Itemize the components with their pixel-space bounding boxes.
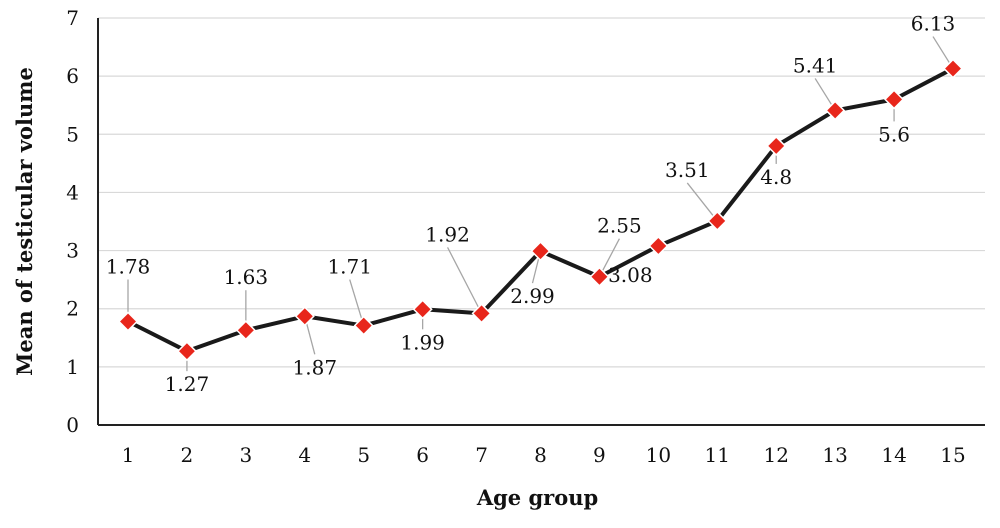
- y-tick-label: 1: [66, 355, 79, 379]
- data-point-marker: [707, 210, 728, 231]
- x-tick-label: 3: [239, 443, 252, 467]
- x-tick-label: 4: [298, 443, 311, 467]
- data-label: 1.27: [165, 372, 210, 396]
- data-point-marker: [648, 235, 669, 256]
- data-point-marker: [884, 89, 905, 110]
- data-label: 4.8: [760, 165, 792, 189]
- y-tick-label: 7: [66, 6, 79, 30]
- data-point-marker: [530, 241, 551, 262]
- gridlines: [98, 17, 985, 368]
- data-point-marker: [766, 135, 787, 156]
- data-label: 3.51: [665, 158, 710, 182]
- data-label: 1.71: [327, 255, 372, 279]
- y-tick-label: 3: [66, 239, 79, 263]
- y-tick-labels: 0 1 2 3 4 5 6 7: [66, 6, 79, 437]
- data-label: 5.6: [878, 122, 910, 146]
- data-point-marker: [117, 311, 139, 332]
- x-tick-label: 12: [763, 443, 788, 467]
- y-axis-title: Mean of testicular volume: [12, 67, 37, 376]
- x-tick-label: 9: [593, 443, 606, 467]
- data-point-marker: [825, 100, 846, 121]
- data-label: 1.92: [425, 222, 470, 246]
- y-tick-label: 2: [66, 297, 79, 321]
- data-label: 3.08: [608, 263, 653, 287]
- data-point-marker: [942, 58, 964, 79]
- data-point-marker: [589, 266, 610, 287]
- data-label: 6.13: [911, 12, 956, 36]
- x-tick-label: 8: [534, 443, 547, 467]
- data-point-marker: [353, 315, 374, 336]
- y-tick-label: 4: [66, 180, 79, 204]
- data-labels: 1.78 1.27 1.63 1.87 1.71 1.99 1.92 2.99 2.55 3.08…: [106, 12, 956, 397]
- data-point-marker: [176, 341, 197, 362]
- x-tick-label: 11: [705, 443, 730, 467]
- data-point-marker: [471, 303, 492, 324]
- x-tick-label: 1: [122, 443, 135, 467]
- x-tick-label: 13: [822, 443, 847, 467]
- y-tick-label: 5: [66, 122, 79, 146]
- data-label-leader: [446, 247, 483, 314]
- data-label: 2.99: [510, 284, 555, 308]
- data-point-marker: [412, 299, 433, 320]
- data-label: 1.87: [293, 355, 338, 379]
- y-tick-label: 0: [66, 413, 79, 437]
- x-tick-label: 15: [940, 443, 965, 467]
- data-point-marker: [294, 306, 315, 327]
- y-tick-label: 6: [66, 64, 79, 88]
- data-label-leader: [686, 182, 718, 222]
- data-label: 1.99: [400, 330, 445, 354]
- data-label: 5.41: [793, 53, 838, 77]
- x-tick-label: 6: [416, 443, 429, 467]
- x-axis-title: Age group: [476, 485, 598, 510]
- axes: [97, 18, 985, 426]
- x-tick-labels: 1 2 3 4 5 6 7 8 9 10 11 12 13 14 15: [122, 443, 966, 467]
- data-label: 1.78: [106, 255, 151, 279]
- markers: [117, 58, 964, 362]
- x-tick-label: 10: [646, 443, 671, 467]
- x-tick-label: 7: [475, 443, 488, 467]
- data-label: 1.63: [224, 265, 269, 289]
- data-label: 2.55: [597, 214, 642, 238]
- x-tick-label: 14: [881, 443, 906, 467]
- label-leader-lines: [127, 36, 954, 372]
- x-tick-label: 5: [357, 443, 370, 467]
- data-point-marker: [235, 320, 256, 341]
- x-tick-label: 2: [181, 443, 194, 467]
